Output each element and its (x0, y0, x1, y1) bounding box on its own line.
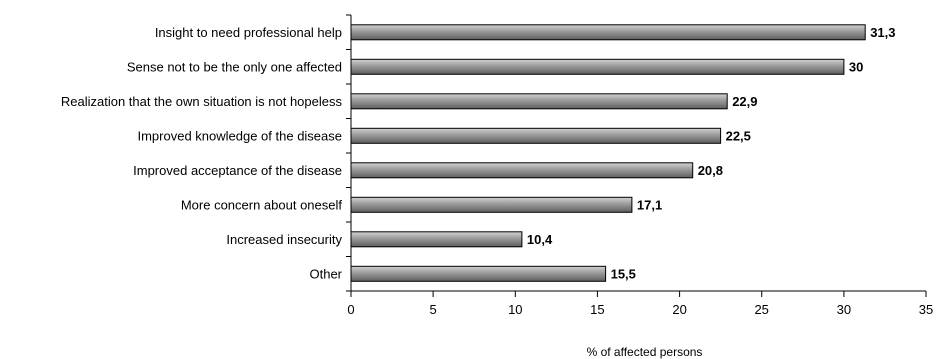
bar-1 (350, 24, 866, 41)
category-label: Improved knowledge of the disease (137, 128, 342, 143)
x-tick-label: 25 (754, 302, 768, 317)
x-tick-label: 5 (429, 302, 436, 317)
value-label: 22,5 (726, 128, 751, 143)
value-label: 20,8 (698, 163, 723, 178)
category-label: Insight to need professional help (155, 25, 342, 40)
bar-7 (350, 231, 523, 248)
x-tick-label: 20 (672, 302, 686, 317)
x-axis: 0 5 10 15 20 25 30 35 (346, 14, 933, 317)
category-label: Increased insecurity (226, 232, 342, 247)
bar-2 (350, 58, 845, 75)
value-labels: 31,3 30 22,9 22,5 20,8 17,1 10,4 15,5 (527, 25, 896, 281)
value-label: 15,5 (611, 266, 636, 281)
bar-8 (350, 265, 607, 282)
category-label: Realization that the own situation is no… (61, 94, 343, 109)
value-label: 17,1 (637, 197, 662, 212)
x-tick-label: 0 (347, 302, 354, 317)
bar-6 (350, 196, 633, 213)
x-tick-label: 15 (590, 302, 604, 317)
value-label: 22,9 (732, 94, 757, 109)
x-tick-label: 10 (508, 302, 522, 317)
bars-layer (350, 24, 866, 282)
category-label: More concern about oneself (181, 197, 343, 212)
category-labels: Insight to need professional help Sense n… (61, 25, 343, 281)
bar-4 (350, 127, 722, 144)
category-label: Sense not to be the only one affected (127, 59, 342, 74)
x-tick-label: 30 (837, 302, 851, 317)
bar-5 (350, 162, 694, 179)
x-tick-label: 35 (919, 302, 933, 317)
value-label: 30 (849, 59, 863, 74)
category-label: Other (309, 266, 342, 281)
value-label: 31,3 (870, 25, 895, 40)
value-label: 10,4 (527, 232, 553, 247)
bar-3 (350, 93, 728, 110)
category-label: Improved acceptance of the disease (133, 163, 342, 178)
x-axis-title: % of affected persons (587, 345, 703, 359)
